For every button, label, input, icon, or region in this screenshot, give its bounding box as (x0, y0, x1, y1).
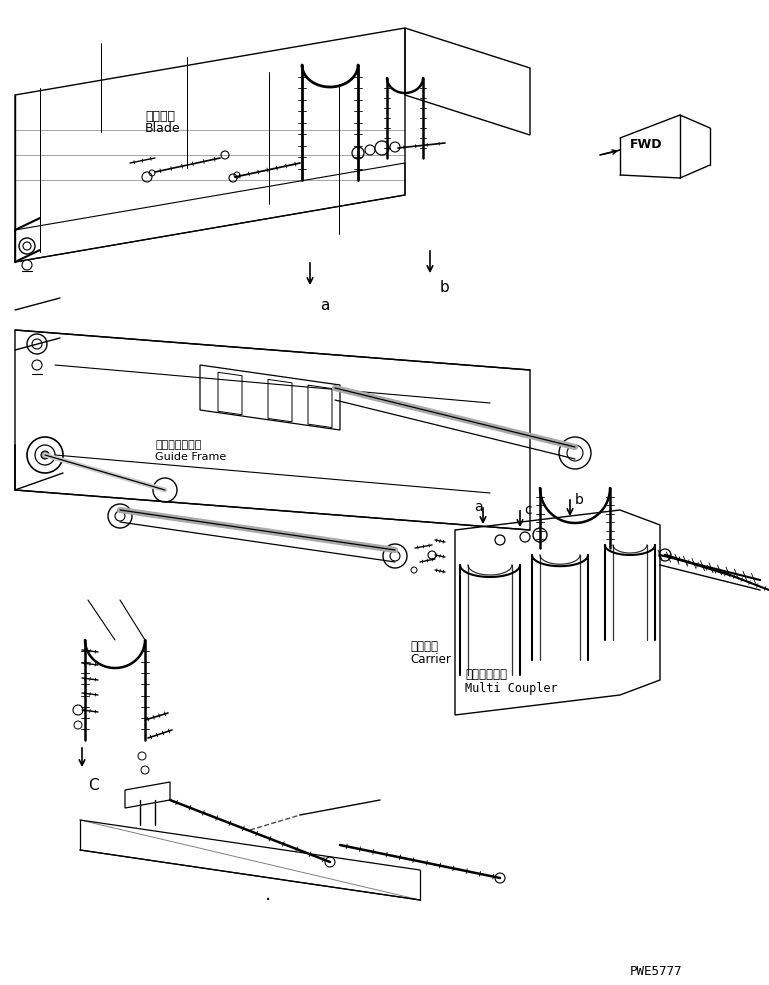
Circle shape (19, 238, 35, 254)
Circle shape (22, 260, 32, 270)
Circle shape (383, 544, 407, 568)
Circle shape (352, 147, 364, 159)
Text: c: c (524, 503, 531, 517)
Circle shape (27, 437, 63, 473)
Circle shape (142, 172, 152, 182)
Text: C: C (88, 778, 98, 793)
Circle shape (533, 528, 547, 542)
Text: キャリア: キャリア (410, 640, 438, 653)
Text: Multi Coupler: Multi Coupler (465, 682, 558, 695)
Text: b: b (440, 280, 450, 295)
Circle shape (32, 360, 42, 370)
Text: a: a (320, 298, 329, 313)
Text: FWD: FWD (630, 138, 663, 151)
Circle shape (108, 504, 132, 528)
Text: PWE5777: PWE5777 (630, 965, 683, 978)
Circle shape (27, 334, 47, 354)
Text: a: a (474, 500, 483, 514)
Text: ブレード: ブレード (145, 110, 175, 123)
Circle shape (41, 451, 49, 459)
Circle shape (221, 151, 229, 159)
Circle shape (325, 857, 335, 867)
Circle shape (495, 535, 505, 545)
Text: Guide Frame: Guide Frame (155, 452, 226, 462)
Circle shape (520, 532, 530, 542)
Circle shape (559, 437, 591, 469)
Text: Carrier: Carrier (410, 653, 451, 666)
Circle shape (365, 145, 375, 155)
Circle shape (153, 478, 177, 502)
Text: ガイドフレーム: ガイドフレーム (155, 440, 201, 450)
Text: b: b (575, 493, 584, 507)
Text: マルチカプラ: マルチカプラ (465, 668, 507, 681)
Text: .: . (265, 885, 271, 904)
Circle shape (229, 174, 237, 182)
Text: Blade: Blade (145, 122, 181, 135)
Circle shape (375, 141, 389, 155)
